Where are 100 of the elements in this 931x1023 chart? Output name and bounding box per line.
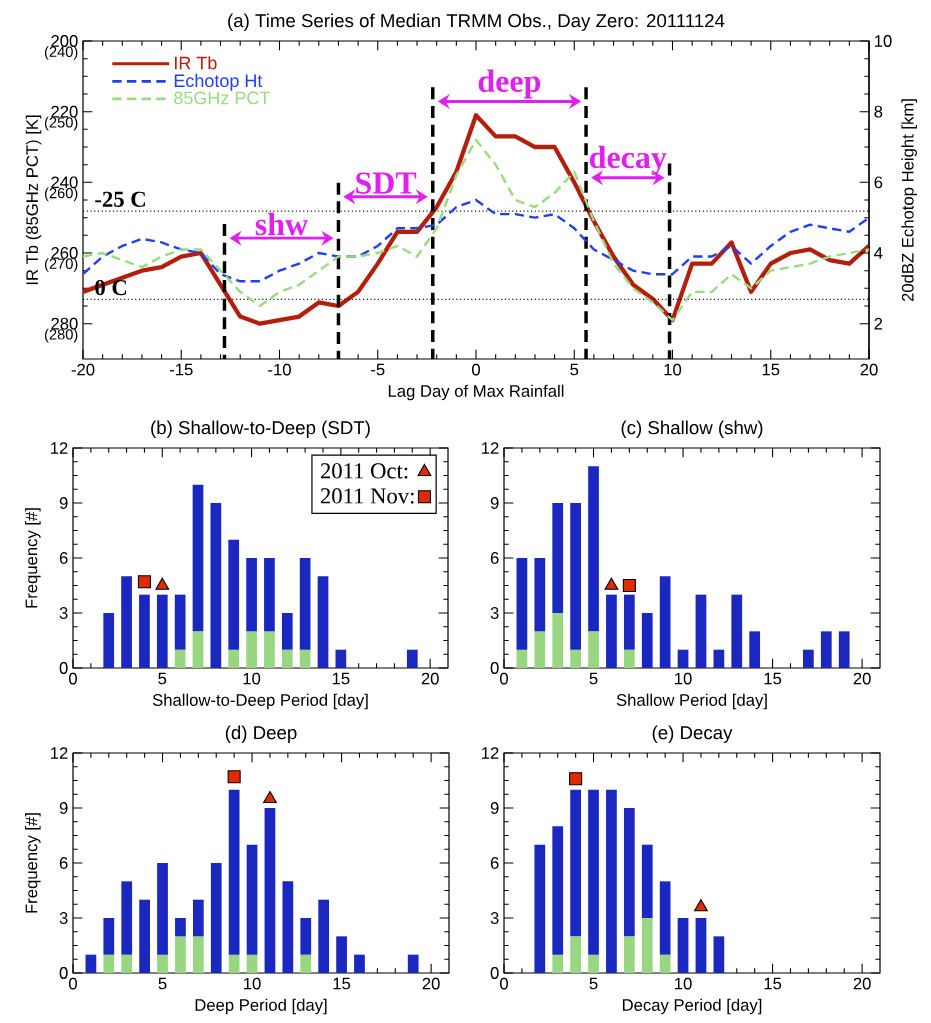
y-tick-label: 12 — [482, 747, 499, 759]
bar — [606, 594, 617, 669]
bar — [695, 918, 707, 974]
bar — [552, 613, 564, 669]
y-tick-label: 280 — [51, 317, 78, 330]
y-tick-label: 0 — [59, 967, 68, 979]
y2-tick-label: 10 — [874, 35, 892, 47]
x-tick-label: -5 — [371, 363, 385, 376]
bar — [281, 649, 293, 669]
x-tick-label: -10 — [268, 363, 291, 376]
legend-label: 2011 Nov: — [320, 488, 414, 504]
bar — [677, 649, 689, 669]
y-tick-label: 6 — [490, 552, 499, 564]
x-axis-title: Shallow-to-Deep Period [day] — [152, 693, 368, 710]
bar — [659, 881, 671, 955]
legend-label: 2011 Oct: — [320, 463, 408, 479]
bar — [246, 558, 257, 632]
annotation: shw — [255, 212, 308, 236]
bar — [300, 918, 312, 955]
y-tick-label: 220 — [51, 105, 78, 118]
bar — [264, 808, 276, 974]
bar — [641, 844, 653, 919]
x-tick-label: 10 — [244, 977, 261, 990]
bar — [570, 649, 581, 669]
bar — [192, 899, 204, 937]
bar — [246, 631, 257, 669]
y-tick-label: 6 — [59, 857, 68, 869]
y-tick-label: 9 — [59, 802, 68, 814]
bar — [552, 826, 564, 955]
bar — [588, 954, 599, 974]
y2-tick-label: 4 — [874, 247, 883, 259]
y-tick-label: 260 — [51, 247, 78, 259]
chart-title: (c) Shallow (shw) — [621, 420, 763, 438]
bar — [534, 631, 546, 669]
bar — [121, 954, 133, 974]
bar — [534, 558, 546, 632]
bar — [139, 899, 150, 974]
x-tick-label: 10 — [664, 363, 682, 376]
y-tick-label: 6 — [490, 857, 499, 869]
x-tick-label: 20 — [853, 977, 871, 990]
bar — [570, 503, 581, 650]
y-tick-label: 0 — [490, 662, 499, 674]
y-tick-label: 9 — [59, 497, 68, 509]
bar — [228, 649, 240, 669]
x-tick-label: 10 — [243, 672, 261, 685]
y2-tick-label: 8 — [874, 105, 883, 118]
bar — [695, 594, 707, 669]
y3-tick-label: (240) — [44, 46, 78, 60]
x-tick-label: 10 — [675, 672, 692, 685]
x-tick-label: 5 — [570, 363, 579, 376]
y-tick-label: 0 — [490, 967, 499, 979]
bar — [623, 649, 635, 669]
bar — [103, 954, 115, 974]
bar — [103, 918, 115, 955]
legend-label: Echotop Ht — [174, 73, 263, 91]
bar — [516, 558, 528, 650]
x-tick-label: 15 — [762, 363, 780, 376]
bar — [641, 918, 653, 974]
bar — [731, 594, 743, 669]
bar — [623, 936, 635, 974]
legend-label: 85GHz PCT — [174, 91, 270, 105]
y3-tick-label: (260) — [44, 187, 78, 202]
bar — [157, 954, 168, 974]
bar — [264, 631, 275, 669]
x-tick-label: 15 — [764, 977, 782, 990]
bar — [139, 594, 150, 669]
bar — [838, 631, 850, 669]
bar — [121, 576, 132, 669]
bar — [336, 936, 347, 974]
x-tick-label: 5 — [589, 672, 598, 685]
legend-label: IR Tb — [175, 56, 217, 70]
y3-tick-label: (270) — [44, 258, 78, 272]
bar — [534, 844, 546, 974]
bar — [210, 863, 222, 974]
bar — [713, 649, 725, 669]
y-tick-label: 0 — [59, 662, 68, 674]
chart-title: (e) Decay — [652, 725, 733, 743]
bar — [318, 899, 330, 974]
bar — [175, 918, 186, 937]
bar — [588, 789, 599, 955]
bar — [228, 954, 240, 974]
y-tick-label: 9 — [490, 497, 499, 509]
x-tick-label: 20 — [860, 363, 878, 376]
x-tick-label: 0 — [500, 977, 508, 990]
y2-tick-label: 2 — [874, 317, 883, 330]
x-tick-label: 20 — [853, 672, 871, 685]
bar — [156, 594, 168, 669]
x-axis-title: Shallow Period [day] — [616, 693, 767, 710]
bar — [246, 844, 258, 955]
bar — [749, 631, 761, 669]
bar — [192, 484, 204, 632]
bar — [192, 936, 204, 974]
bar — [210, 503, 222, 669]
bar — [588, 466, 599, 632]
bar — [677, 918, 689, 974]
x-tick-label: -15 — [169, 363, 193, 376]
x-tick-label: 0 — [500, 672, 508, 685]
bar — [713, 936, 725, 974]
chart-title: (b) Shallow-to-Deep (SDT) — [151, 420, 370, 438]
y-axis-title: Frequency [#] — [25, 813, 41, 913]
